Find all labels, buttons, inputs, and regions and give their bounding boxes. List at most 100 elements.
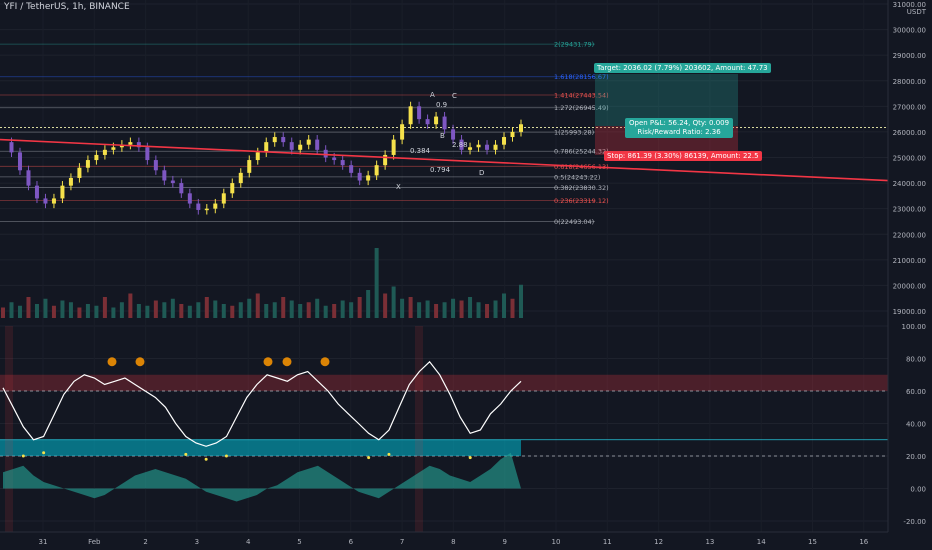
osc-tick-label: 40.00 xyxy=(906,421,926,429)
fib-label: 1.272(26945.49) xyxy=(554,104,609,112)
candle-body xyxy=(400,124,405,140)
volume-bar xyxy=(289,300,294,318)
date-tick-label: 11 xyxy=(603,538,612,546)
date-tick-label: 13 xyxy=(705,538,714,546)
candle-body xyxy=(502,137,507,145)
volume-bar xyxy=(391,286,396,318)
volume-bar xyxy=(230,305,235,318)
pattern-label-r4: 0.794 xyxy=(430,166,451,174)
volume-bar xyxy=(153,300,158,318)
volume-bars xyxy=(1,248,523,318)
date-tick-label: 10 xyxy=(552,538,561,546)
candle-body xyxy=(111,147,116,150)
candle-body xyxy=(357,172,362,181)
candle-body xyxy=(179,183,184,194)
pattern-label-r1: 0.9 xyxy=(436,101,447,109)
pnl-label: Open P&L: 56.24, Qty: 0.009 Risk/Reward … xyxy=(625,118,734,138)
volume-bar xyxy=(34,304,39,318)
candle-body xyxy=(34,185,39,199)
oscillator-panel xyxy=(0,326,888,532)
candle-body xyxy=(68,177,73,186)
date-tick-label: 2 xyxy=(143,538,147,546)
date-tick-label: 6 xyxy=(349,538,354,546)
candle-body xyxy=(153,160,158,171)
candle-body xyxy=(408,106,413,125)
price-tick-label: 29000.00 xyxy=(893,52,926,60)
candle-body xyxy=(417,106,422,120)
candle-body xyxy=(510,131,515,138)
date-tick-label: 16 xyxy=(859,538,868,546)
date-tick-label: 7 xyxy=(400,538,404,546)
volume-bar xyxy=(442,302,447,318)
osc-tick-label: 60.00 xyxy=(906,388,926,396)
date-tick-label: 3 xyxy=(195,538,199,546)
fib-label: 1.618(28156.67) xyxy=(554,73,609,81)
date-tick-label: 31 xyxy=(39,538,48,546)
highlight-column xyxy=(5,326,13,532)
yellow-dot xyxy=(204,457,208,461)
osc-tick-label: 100.00 xyxy=(902,323,927,331)
volume-bar xyxy=(383,293,388,318)
yellow-dot xyxy=(21,454,25,458)
candle-body xyxy=(332,157,337,161)
pattern-label-b: B xyxy=(440,132,445,140)
yellow-dot xyxy=(42,451,46,455)
volume-bar xyxy=(272,302,277,318)
signal-dot xyxy=(320,357,330,367)
volume-bar xyxy=(468,297,473,318)
volume-bar xyxy=(281,297,286,318)
volume-bar xyxy=(247,298,252,318)
yellow-dot xyxy=(468,456,472,460)
price-tick-label: 24000.00 xyxy=(893,180,926,188)
volume-bar xyxy=(425,300,430,318)
candle-body xyxy=(468,147,473,150)
candle-body xyxy=(94,154,99,161)
volume-bar xyxy=(408,297,413,318)
pattern-label-d: D xyxy=(479,169,484,177)
volume-bar xyxy=(298,304,303,318)
volume-bar xyxy=(485,304,490,318)
candle-body xyxy=(162,170,167,181)
volume-bar xyxy=(519,284,523,318)
volume-bar xyxy=(510,298,515,318)
candle-body xyxy=(51,198,56,204)
candle-body xyxy=(77,167,82,178)
volume-bar xyxy=(417,302,422,318)
fib-label: 2(29431.79) xyxy=(554,41,594,49)
pattern-label-c: C xyxy=(452,92,457,100)
target-zone[interactable] xyxy=(595,74,738,126)
price-tick-label: 19000.00 xyxy=(893,308,926,316)
signal-band xyxy=(0,439,521,456)
price-tick-label: 28000.00 xyxy=(893,78,926,86)
volume-bar xyxy=(187,305,192,318)
volume-bar xyxy=(493,300,498,318)
volume-bar xyxy=(85,304,90,318)
volume-bar xyxy=(43,298,48,318)
osc-tick-label: 80.00 xyxy=(906,356,926,364)
candle-body xyxy=(17,152,22,171)
yellow-dot xyxy=(224,454,228,458)
candle-body xyxy=(9,142,14,153)
price-tick-label: 25000.00 xyxy=(893,155,926,163)
candle-body xyxy=(255,152,260,161)
pattern-label-r3: 2.88 xyxy=(452,141,468,149)
candle-body xyxy=(187,193,192,204)
volume-bar xyxy=(255,293,260,318)
volume-bar xyxy=(374,248,379,318)
trendline[interactable] xyxy=(0,138,889,182)
candle-body xyxy=(323,149,328,158)
volume-bar xyxy=(111,307,116,318)
volume-bar xyxy=(366,290,371,318)
candle-body xyxy=(485,144,490,150)
price-tick-label: 27000.00 xyxy=(893,103,926,111)
highlight-column xyxy=(415,326,423,532)
price-tick-label: 22000.00 xyxy=(893,231,926,239)
candle-body xyxy=(340,160,345,166)
candle-body xyxy=(476,144,481,148)
volume-bar xyxy=(145,305,150,318)
risk-reward-text: Risk/Reward Ratio: 2.36 xyxy=(637,128,721,136)
candle-body xyxy=(221,193,226,204)
signal-dot xyxy=(107,357,117,367)
candle-body xyxy=(442,116,447,130)
